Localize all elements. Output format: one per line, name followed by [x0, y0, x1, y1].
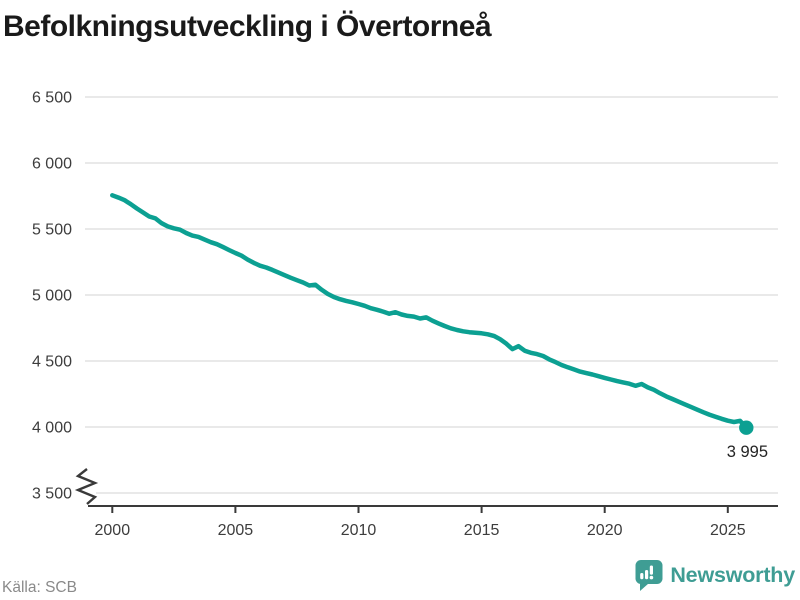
newsworthy-logo-icon [635, 560, 663, 591]
series-end-dot [739, 420, 754, 435]
x-axis-tick-label: 2020 [587, 522, 623, 539]
x-axis-tick-label: 2015 [464, 522, 500, 539]
page-title: Befolkningsutveckling i Övertorneå [3, 10, 492, 43]
x-axis-tick-label: 2000 [95, 522, 131, 539]
y-axis-tick-label: 4 500 [32, 354, 72, 371]
population-series-line [110, 193, 749, 430]
y-axis-tick-label: 6 000 [32, 156, 72, 173]
newsworthy-brand: Newsworthy [635, 560, 795, 591]
x-axis-tick-label: 2010 [341, 522, 377, 539]
population-line-chart: 3 500 4 000 4 500 5 000 5 500 6 000 6 500 2000 2… [32, 90, 778, 539]
y-axis-tick-label: 5 500 [32, 222, 72, 239]
y-axis-tick-label: 3 500 [32, 486, 72, 503]
x-axis-tick-label: 2005 [218, 522, 254, 539]
x-axis-tick-label: 2025 [710, 522, 746, 539]
series-end-value-label: 3 995 [727, 443, 768, 461]
newsworthy-wordmark: Newsworthy [670, 563, 795, 587]
y-axis-tick-label: 4 000 [32, 420, 72, 437]
y-axis-tick-label: 5 000 [32, 288, 72, 305]
y-axis-break-icon [74, 468, 99, 505]
y-axis-tick-label: 6 500 [32, 90, 72, 107]
source-note: Källa: SCB [2, 579, 77, 596]
